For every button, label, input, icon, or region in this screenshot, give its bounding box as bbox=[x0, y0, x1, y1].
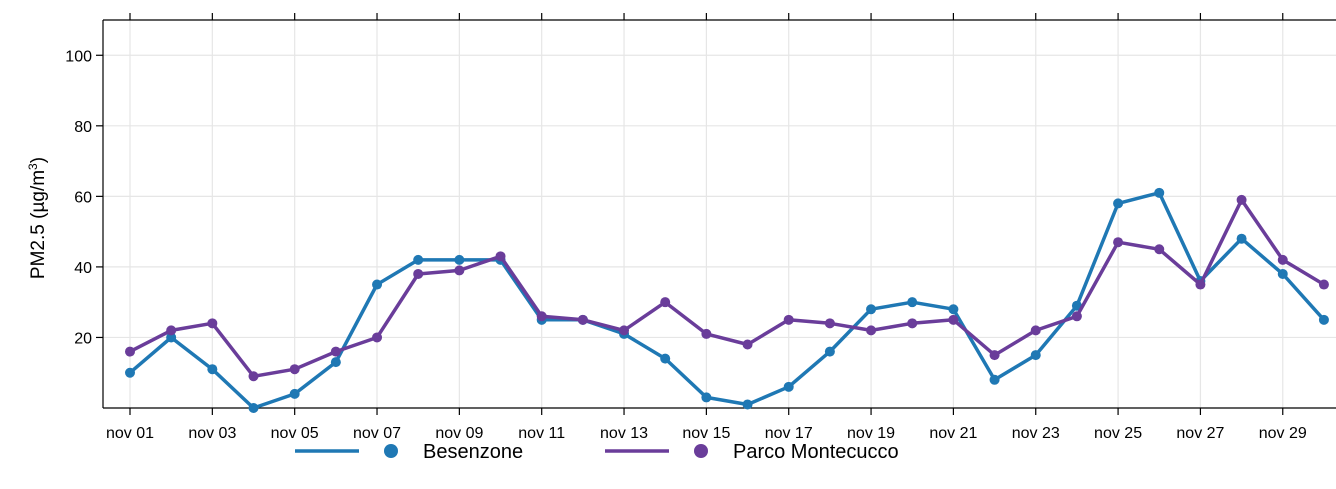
series-line bbox=[128, 191, 1326, 410]
data-point bbox=[989, 350, 1000, 361]
data-point bbox=[619, 325, 630, 336]
data-point bbox=[1195, 279, 1206, 290]
data-point bbox=[454, 265, 465, 276]
data-point bbox=[330, 346, 341, 357]
x-tick-label: nov 27 bbox=[1176, 425, 1224, 442]
data-point bbox=[907, 318, 918, 329]
y-axis-label: PM2.5 (µg/m3) bbox=[26, 157, 49, 279]
data-point bbox=[742, 339, 753, 350]
data-point bbox=[289, 364, 300, 375]
x-axis-ticks: nov 01 nov 03 nov 05 nov 07 nov 09 nov 11 nov … bbox=[106, 13, 1307, 442]
data-point bbox=[1071, 311, 1082, 322]
data-point bbox=[1113, 237, 1124, 248]
x-tick-label: nov 05 bbox=[271, 425, 319, 442]
x-tick-label: nov 29 bbox=[1259, 425, 1307, 442]
x-tick-label: nov 19 bbox=[847, 425, 895, 442]
x-tick-label: nov 13 bbox=[600, 425, 648, 442]
series-line bbox=[129, 198, 1325, 379]
data-point bbox=[824, 346, 835, 357]
data-point bbox=[1113, 198, 1124, 209]
data-point bbox=[125, 367, 135, 378]
y-tick-label: 40 bbox=[74, 260, 92, 277]
grid-lines bbox=[103, 20, 1336, 408]
data-point bbox=[1236, 233, 1247, 244]
data-point bbox=[330, 357, 341, 368]
series-layer bbox=[125, 187, 1329, 413]
data-point bbox=[248, 371, 259, 382]
data-point bbox=[166, 325, 177, 336]
x-tick-label: nov 11 bbox=[518, 425, 565, 442]
data-point bbox=[372, 332, 383, 343]
legend-label: Besenzone bbox=[423, 441, 523, 463]
legend-item-parco-montecucco: Parco Montecucco bbox=[605, 441, 899, 463]
y-tick-label: 60 bbox=[74, 189, 92, 206]
data-point bbox=[866, 304, 877, 315]
data-point bbox=[783, 381, 794, 392]
y-axis-label-main: PM2.5 (µg/m bbox=[28, 170, 49, 279]
data-point bbox=[1154, 244, 1165, 255]
x-tick-label: nov 17 bbox=[765, 425, 813, 442]
data-point bbox=[248, 403, 259, 413]
data-point bbox=[948, 304, 959, 315]
data-point bbox=[413, 268, 424, 279]
data-point bbox=[536, 311, 547, 322]
data-point bbox=[1030, 350, 1041, 361]
data-point bbox=[289, 388, 300, 399]
data-point bbox=[207, 364, 218, 375]
data-point bbox=[1277, 268, 1288, 279]
data-point bbox=[660, 297, 671, 308]
data-point bbox=[166, 332, 177, 343]
x-tick-label: nov 23 bbox=[1012, 425, 1060, 442]
legend-point-swatch bbox=[384, 444, 398, 458]
legend-label: Parco Montecucco bbox=[733, 441, 899, 463]
data-point bbox=[207, 318, 218, 329]
data-point bbox=[907, 297, 918, 308]
data-point bbox=[495, 251, 506, 262]
series-parco-montecucco bbox=[125, 194, 1329, 382]
data-point bbox=[372, 279, 383, 290]
data-point bbox=[742, 399, 753, 410]
x-tick-label: nov 25 bbox=[1094, 425, 1142, 442]
data-point bbox=[454, 254, 465, 265]
x-tick-label: nov 07 bbox=[353, 425, 401, 442]
legend-point-swatch bbox=[694, 444, 708, 458]
data-point bbox=[866, 325, 877, 336]
x-tick-label: nov 15 bbox=[682, 425, 730, 442]
y-axis-ticks: 20 40 60 80 100 bbox=[65, 48, 103, 347]
data-point bbox=[701, 392, 712, 403]
y-tick-label: 100 bbox=[65, 48, 92, 65]
x-tick-label: nov 09 bbox=[435, 425, 483, 442]
legend-item-besenzone: Besenzone bbox=[295, 441, 523, 463]
data-point bbox=[1318, 314, 1329, 325]
y-axis-label-close: ) bbox=[28, 157, 49, 163]
data-point bbox=[1318, 279, 1329, 290]
data-point bbox=[701, 328, 712, 339]
series-besenzone bbox=[125, 187, 1329, 413]
legend: Besenzone Parco Montecucco bbox=[295, 441, 899, 463]
x-tick-label: nov 01 bbox=[106, 425, 154, 442]
data-point bbox=[824, 318, 835, 329]
data-point bbox=[1277, 254, 1288, 265]
x-tick-label: nov 03 bbox=[188, 425, 236, 442]
data-point bbox=[413, 254, 424, 265]
data-point bbox=[1236, 194, 1247, 205]
x-tick-label: nov 21 bbox=[929, 425, 977, 442]
data-point bbox=[660, 353, 671, 364]
data-point bbox=[577, 314, 588, 325]
axes bbox=[102, 19, 1336, 409]
data-point bbox=[989, 374, 1000, 385]
data-point bbox=[783, 314, 794, 325]
data-point bbox=[1154, 187, 1165, 198]
data-point bbox=[1030, 325, 1041, 336]
data-point bbox=[948, 314, 959, 325]
y-tick-label: 80 bbox=[74, 119, 92, 136]
y-axis-label-superscript: 3 bbox=[26, 163, 40, 170]
y-tick-label: 20 bbox=[74, 330, 92, 347]
data-point bbox=[125, 346, 135, 357]
